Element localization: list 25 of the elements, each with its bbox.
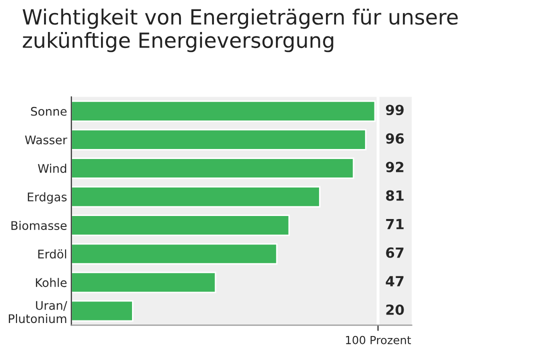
bar	[71, 158, 354, 179]
x-tick-label: 100 Prozent	[346, 336, 411, 344]
data-label: 67	[386, 247, 404, 258]
y-tick-label: Biomasse	[11, 220, 67, 230]
bar	[71, 272, 216, 294]
y-tick-label: Uran/ Plutonium	[8, 301, 68, 324]
data-label: 96	[386, 133, 404, 144]
y-tick-label: Erdöl	[38, 249, 66, 259]
chart-title: Wichtigkeit von Energieträgern für unsere zukünftige Energieversorgung	[22, 8, 458, 52]
data-label: 92	[386, 162, 404, 172]
bar	[71, 214, 290, 236]
y-tick-label: Kohle	[36, 278, 67, 288]
bar	[71, 243, 278, 265]
data-label: 99	[386, 104, 404, 116]
bar	[71, 129, 366, 150]
y-tick-label: Erdgas	[28, 192, 67, 204]
y-tick-label: Sonne	[31, 106, 67, 116]
data-label: 20	[386, 304, 404, 315]
data-label: 81	[386, 190, 404, 201]
data-label: 47	[386, 276, 404, 286]
bar	[71, 300, 134, 322]
bar	[71, 186, 320, 208]
y-tick-label: Wind	[38, 164, 66, 173]
y-tick-label: Wasser	[25, 136, 68, 144]
data-label: 71	[386, 219, 404, 230]
